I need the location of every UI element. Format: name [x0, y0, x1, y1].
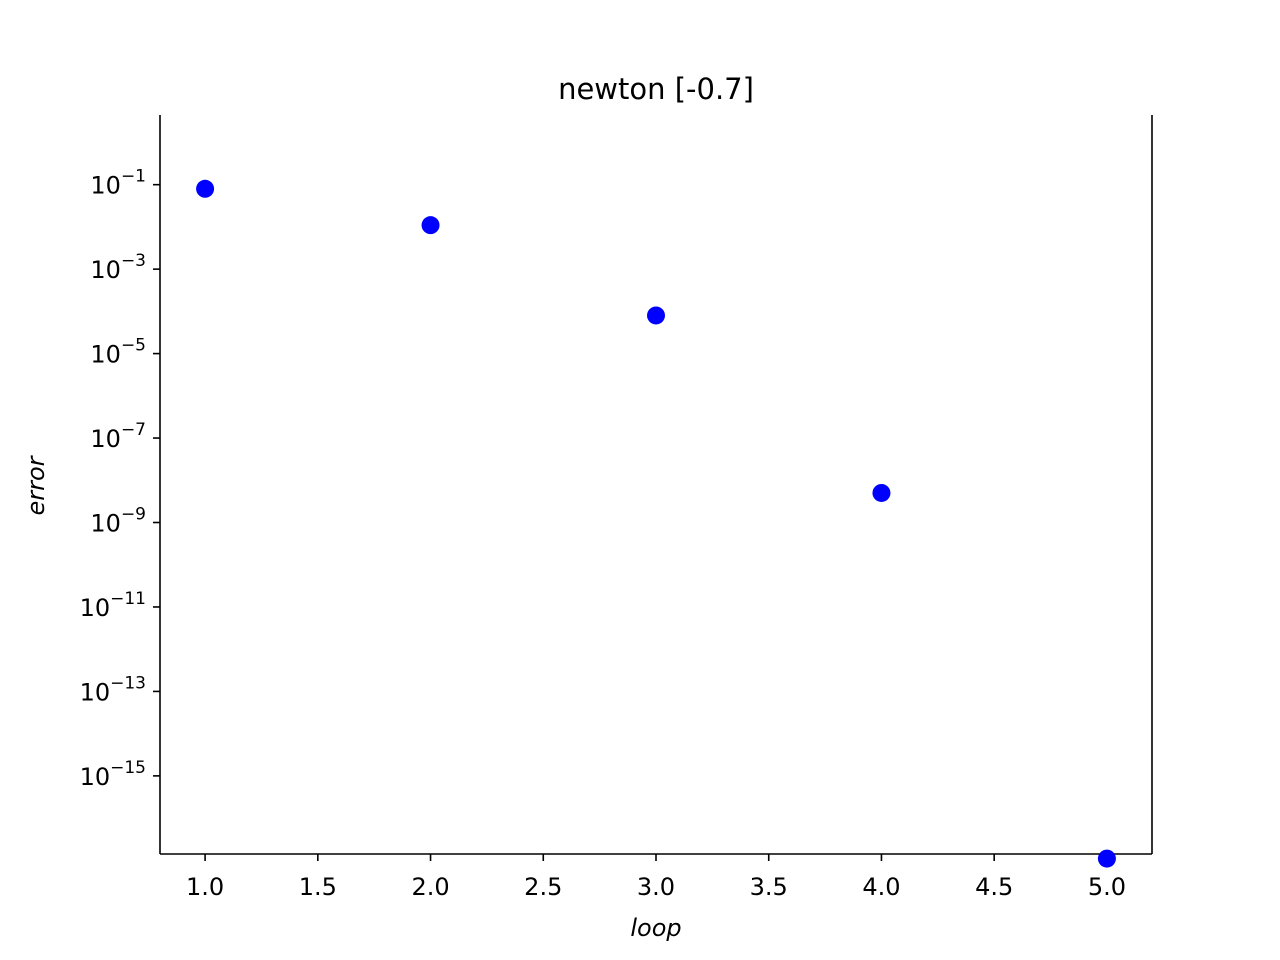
- x-tick-label: 4.0: [862, 873, 900, 901]
- data-point: [196, 179, 215, 198]
- data-point: [872, 483, 891, 502]
- y-tick-label: 10−11: [80, 589, 146, 622]
- x-tick-label: 1.5: [299, 873, 337, 901]
- y-tick-label: 10−13: [80, 673, 146, 706]
- x-tick-label: 2.0: [411, 873, 449, 901]
- y-tick-label: 10−7: [90, 420, 146, 453]
- x-tick-label: 1.0: [186, 873, 224, 901]
- y-axis-label: error: [22, 454, 50, 515]
- data-point: [421, 216, 440, 235]
- x-tick-label: 3.5: [750, 873, 788, 901]
- data-point: [647, 306, 665, 325]
- x-tick-label: 4.5: [975, 873, 1013, 901]
- x-tick-label: 3.0: [637, 873, 675, 901]
- y-tick-label: 10−5: [90, 336, 146, 369]
- x-tick-label: 2.5: [524, 873, 562, 901]
- chart-title: newton [-0.7]: [558, 72, 754, 106]
- x-tick-label: 5.0: [1088, 873, 1126, 901]
- plot-area: 1.0 1.5 2.0 2.5 3.0 3.5 4.0 4.5 5.0 10−1 10−3 10−5 1…: [80, 115, 1153, 901]
- y-tick-label: 10−3: [90, 251, 146, 284]
- y-tick-label: 10−1: [90, 167, 146, 200]
- data-point: [1097, 849, 1116, 868]
- y-tick-label: 10−9: [90, 505, 146, 538]
- y-tick-label: 10−15: [80, 758, 146, 791]
- x-axis-label: loop: [630, 914, 681, 942]
